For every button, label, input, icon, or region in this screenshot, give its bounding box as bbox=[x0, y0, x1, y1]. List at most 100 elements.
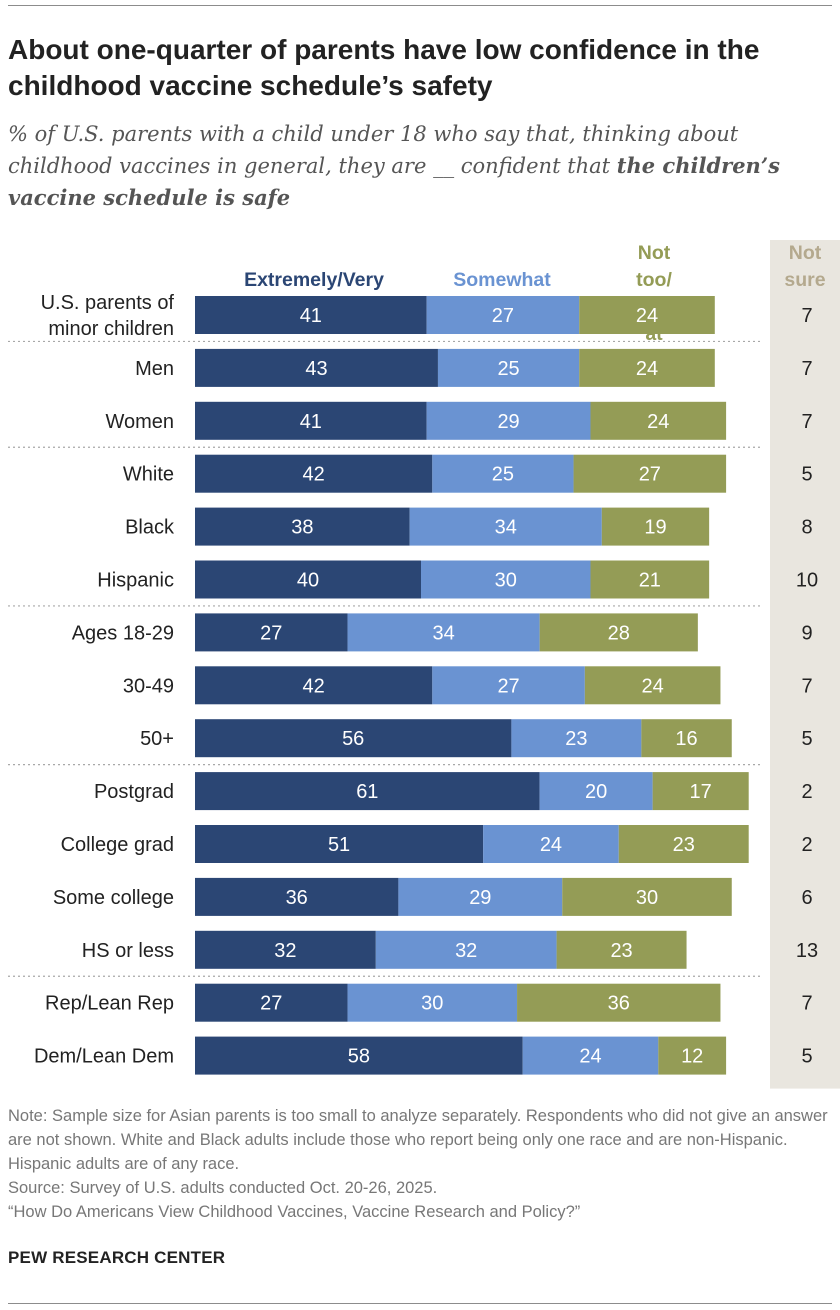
not-sure-value: 2 bbox=[801, 781, 812, 803]
bar-value-label: 42 bbox=[303, 675, 325, 697]
category-label: 50+ bbox=[140, 728, 174, 750]
category-label: Women bbox=[105, 411, 174, 433]
not-sure-value: 9 bbox=[801, 622, 812, 644]
bar-value-label: 34 bbox=[495, 517, 517, 539]
bar-value-label: 29 bbox=[497, 411, 519, 433]
bar-value-label: 32 bbox=[274, 940, 296, 962]
legend-somewhat: Somewhat bbox=[453, 269, 551, 291]
bar-value-label: 12 bbox=[681, 1046, 703, 1068]
category-label: Rep/Lean Rep bbox=[45, 993, 174, 1015]
bar-value-label: 24 bbox=[647, 411, 669, 433]
not-sure-value: 7 bbox=[801, 358, 812, 380]
not-sure-value: 7 bbox=[801, 993, 812, 1015]
bar-value-label: 24 bbox=[636, 358, 658, 380]
bar-segment bbox=[195, 877, 399, 916]
bar-value-label: 56 bbox=[342, 728, 364, 750]
bar-value-label: 27 bbox=[497, 675, 519, 697]
bar-segment bbox=[421, 560, 591, 599]
bar-value-label: 32 bbox=[455, 940, 477, 962]
bar-segment bbox=[522, 1036, 659, 1075]
bar-value-label: 30 bbox=[636, 887, 658, 909]
legend-not-sure: Not sure bbox=[784, 242, 825, 291]
bar-value-label: 27 bbox=[260, 993, 282, 1015]
chart-subtitle: % of U.S. parents with a child under 18 … bbox=[8, 118, 823, 214]
top-rule bbox=[8, 5, 832, 6]
bar-value-label: 20 bbox=[585, 781, 607, 803]
not-sure-value: 7 bbox=[801, 675, 812, 697]
subtitle-emphasis: the children’s vaccine schedule is safe bbox=[8, 153, 780, 210]
bar-segment bbox=[590, 560, 710, 599]
bar-segment bbox=[511, 719, 642, 758]
bar-segment bbox=[195, 454, 433, 493]
bar-segment bbox=[347, 983, 518, 1022]
bar-value-label: 19 bbox=[644, 517, 666, 539]
bar-segment bbox=[483, 825, 619, 863]
not-sure-value: 6 bbox=[801, 887, 812, 909]
bar-segment bbox=[195, 560, 421, 599]
bar-value-label: 25 bbox=[492, 464, 514, 486]
category-label: Dem/Lean Dem bbox=[34, 1046, 174, 1068]
bottom-rule bbox=[8, 1303, 832, 1304]
source-text: Source: Survey of U.S. adults conducted … bbox=[8, 1179, 438, 1197]
not-sure-value: 7 bbox=[801, 305, 812, 327]
not-sure-value: 10 bbox=[796, 570, 818, 592]
bar-segment bbox=[347, 613, 540, 652]
bar-value-label: 23 bbox=[565, 728, 587, 750]
bar-value-label: 24 bbox=[540, 834, 562, 856]
bar-value-label: 29 bbox=[469, 887, 491, 909]
bar-value-label: 40 bbox=[297, 570, 319, 592]
bar-segment bbox=[584, 666, 721, 705]
bar-value-label: 23 bbox=[610, 940, 632, 962]
report-title: “How Do Americans View Childhood Vaccine… bbox=[8, 1203, 581, 1221]
bar-segment bbox=[195, 401, 427, 440]
note-text: Note: Sample size for Asian parents is t… bbox=[8, 1107, 828, 1173]
subtitle-text: % of U.S. parents with a child under 18 … bbox=[8, 122, 739, 178]
category-label: White bbox=[123, 464, 174, 486]
bar-value-label: 61 bbox=[356, 781, 378, 803]
bar-segment bbox=[426, 401, 591, 440]
bar-value-label: 24 bbox=[636, 305, 658, 327]
bar-segment bbox=[195, 613, 348, 652]
not-sure-value: 2 bbox=[801, 834, 812, 856]
bar-value-label: 41 bbox=[300, 411, 322, 433]
bar-value-label: 17 bbox=[690, 781, 712, 803]
bar-segment bbox=[539, 613, 698, 652]
category-label: Black bbox=[125, 517, 175, 539]
bar-segment bbox=[398, 877, 563, 916]
bar-segment bbox=[409, 507, 602, 546]
bar-segment bbox=[195, 507, 410, 546]
category-label: 30-49 bbox=[123, 675, 174, 697]
category-label: Men bbox=[135, 358, 174, 380]
bar-value-label: 36 bbox=[608, 993, 630, 1015]
bar-value-label: 41 bbox=[300, 305, 322, 327]
bar-segment bbox=[375, 930, 557, 969]
bar-segment bbox=[517, 983, 721, 1022]
bar-segment bbox=[556, 930, 687, 969]
not-sure-column-bg bbox=[770, 240, 840, 1089]
bar-segment bbox=[195, 719, 512, 758]
bar-value-label: 23 bbox=[673, 834, 695, 856]
bar-value-label: 21 bbox=[639, 570, 661, 592]
bar-segment bbox=[195, 666, 433, 705]
bar-segment bbox=[426, 296, 580, 334]
bar-segment bbox=[195, 296, 427, 334]
bar-segment bbox=[618, 825, 749, 863]
bar-segment bbox=[432, 666, 585, 705]
bar-segment bbox=[432, 454, 574, 493]
bar-segment bbox=[539, 772, 653, 811]
bar-value-label: 38 bbox=[291, 517, 313, 539]
bar-segment bbox=[437, 348, 580, 387]
bar-segment bbox=[573, 454, 727, 493]
bar-value-label: 42 bbox=[303, 464, 325, 486]
bar-segment bbox=[590, 401, 727, 440]
category-label: College grad bbox=[61, 834, 174, 856]
not-sure-value: 8 bbox=[801, 517, 812, 539]
bar-segment bbox=[195, 772, 540, 811]
bar-segment bbox=[195, 983, 348, 1022]
not-sure-value: 7 bbox=[801, 411, 812, 433]
bar-value-label: 36 bbox=[286, 887, 308, 909]
bar-value-label: 58 bbox=[348, 1046, 370, 1068]
bar-value-label: 24 bbox=[642, 675, 664, 697]
bar-value-label: 43 bbox=[305, 358, 327, 380]
bar-value-label: 28 bbox=[608, 622, 630, 644]
